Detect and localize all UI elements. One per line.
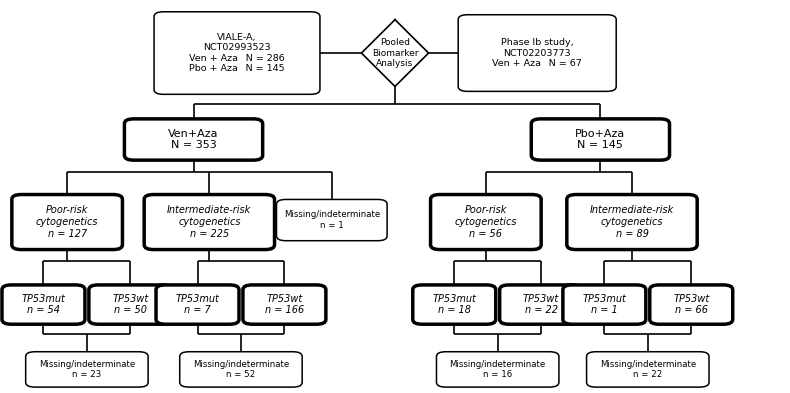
Text: Poor-risk
cytogenetics
n = 56: Poor-risk cytogenetics n = 56 (454, 206, 517, 239)
FancyBboxPatch shape (243, 285, 326, 324)
FancyBboxPatch shape (458, 15, 616, 91)
Text: TP53mut
n = 1: TP53mut n = 1 (582, 294, 626, 315)
FancyBboxPatch shape (26, 352, 149, 387)
Text: Intermediate-risk
cytogenetics
n = 89: Intermediate-risk cytogenetics n = 89 (590, 206, 674, 239)
Text: Intermediate-risk
cytogenetics
n = 225: Intermediate-risk cytogenetics n = 225 (167, 206, 251, 239)
Text: Phase Ib study,
NCT02203773
Ven + Aza  N = 67: Phase Ib study, NCT02203773 Ven + Aza N … (492, 38, 582, 68)
Text: TP53wt
n = 66: TP53wt n = 66 (673, 294, 709, 315)
Text: Missing/indeterminate
n = 22: Missing/indeterminate n = 22 (600, 360, 696, 379)
Text: TP53mut
n = 54: TP53mut n = 54 (21, 294, 66, 315)
FancyBboxPatch shape (156, 285, 239, 324)
Text: Pbo+Aza
N = 145: Pbo+Aza N = 145 (575, 129, 626, 150)
FancyBboxPatch shape (531, 119, 670, 160)
Text: Missing/indeterminate
n = 52: Missing/indeterminate n = 52 (193, 360, 289, 379)
Text: Poor-risk
cytogenetics
n = 127: Poor-risk cytogenetics n = 127 (36, 206, 99, 239)
Text: TP53wt
n = 22: TP53wt n = 22 (523, 294, 559, 315)
FancyBboxPatch shape (180, 352, 302, 387)
Text: Missing/indeterminate
n = 1: Missing/indeterminate n = 1 (284, 210, 380, 230)
FancyBboxPatch shape (431, 195, 541, 250)
FancyBboxPatch shape (500, 285, 583, 324)
FancyBboxPatch shape (88, 285, 172, 324)
Text: Pooled
Biomarker
Analysis: Pooled Biomarker Analysis (372, 38, 418, 68)
FancyBboxPatch shape (154, 12, 320, 94)
FancyBboxPatch shape (12, 195, 122, 250)
FancyBboxPatch shape (276, 199, 387, 241)
FancyBboxPatch shape (2, 285, 85, 324)
Polygon shape (362, 20, 428, 86)
Text: TP53wt
n = 166: TP53wt n = 166 (265, 294, 304, 315)
FancyBboxPatch shape (562, 285, 646, 324)
Text: TP53mut
n = 7: TP53mut n = 7 (175, 294, 220, 315)
Text: TP53wt
n = 50: TP53wt n = 50 (112, 294, 149, 315)
FancyBboxPatch shape (649, 285, 733, 324)
Text: Ven+Aza
N = 353: Ven+Aza N = 353 (168, 129, 219, 150)
Text: VIALE-A,
NCT02993523
Ven + Aza  N = 286
Pbo + Aza  N = 145: VIALE-A, NCT02993523 Ven + Aza N = 286 P… (189, 33, 285, 73)
Text: Missing/indeterminate
n = 23: Missing/indeterminate n = 23 (39, 360, 135, 379)
Text: Missing/indeterminate
n = 16: Missing/indeterminate n = 16 (450, 360, 546, 379)
Text: TP53mut
n = 18: TP53mut n = 18 (432, 294, 476, 315)
FancyBboxPatch shape (412, 285, 496, 324)
FancyBboxPatch shape (586, 352, 709, 387)
FancyBboxPatch shape (436, 352, 559, 387)
FancyBboxPatch shape (144, 195, 275, 250)
FancyBboxPatch shape (567, 195, 698, 250)
FancyBboxPatch shape (124, 119, 262, 160)
